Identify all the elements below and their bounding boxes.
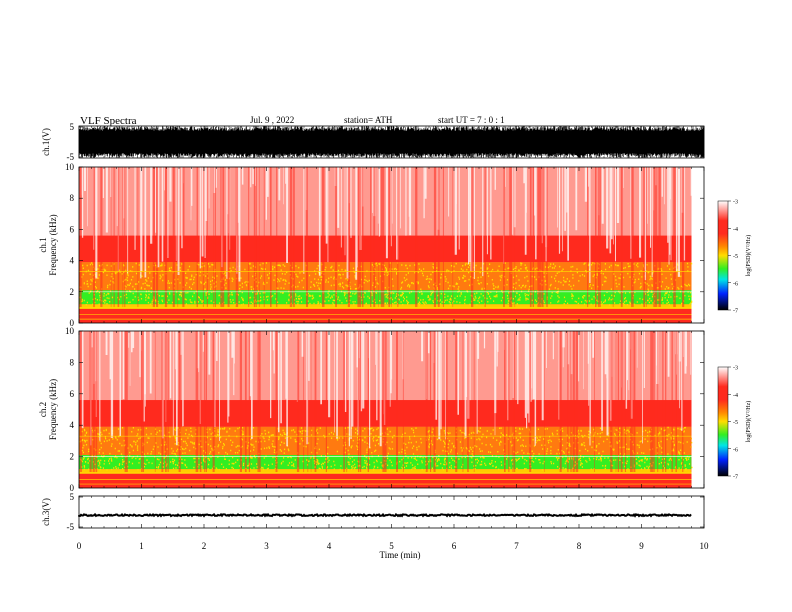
spectrogram-red-streaks [80,331,692,473]
ch1-ytick-label: 5 [70,122,75,132]
spectrogram-ytick-label: 2 [70,452,75,462]
x-tick-label: 5 [389,541,394,551]
spectrogram-ytick-label: 0 [70,318,75,328]
panel-frame [78,495,705,529]
spectrogram-ytick-label: 4 [70,420,75,430]
ch1-waveform-panel: 5 -5 ch.1(V) [41,122,705,162]
ch2-spectrogram-panel: 0 2 4 6 8 10 ch.2 Frequency (kHz) [38,326,705,493]
spectrogram-ytick-label: 8 [70,357,75,367]
spectrogram-ytick-label: 10 [65,162,75,172]
station-label: station= ATH [344,115,393,125]
colorbar-label: log(PSD)(V²/Hz) [745,235,752,276]
colorbar-bar [717,200,729,311]
x-tick-label: 8 [577,541,582,551]
start-time-label: start UT = 7 : 0 : 1 [438,115,505,125]
spectrogram-band [79,473,692,488]
ch1-colorbar: -3 -4 -5 -6 -7 log(PSD)(V²/Hz) [717,200,752,315]
colorbar-tick-label: -3 [733,200,738,206]
ch3-ylabel: ch.3(V) [41,498,51,526]
spectrogram-yellow-speckle [79,426,693,455]
spectrogram-ytick-label: 4 [70,256,75,266]
colorbar-tick-label: -6 [733,447,738,453]
x-tick-label: 0 [77,541,82,551]
ch2-colorbar: -3 -4 -5 -6 -7 log(PSD)(V²/Hz) [717,366,752,481]
spectrogram-ylabel: Frequency (kHz) [48,379,58,440]
spectrogram-red-streaks [79,167,685,308]
ch3-ytick-label: -5 [67,522,75,532]
ch3-ytick-label: 5 [70,492,75,502]
colorbar-tick-label: -6 [733,281,738,287]
spectrogram-band [79,304,692,309]
colorbar-tick-label: -4 [733,227,738,233]
spectrogram-channel-label: ch.1 [38,237,48,252]
spectrogram-ytick-label: 2 [70,287,75,297]
ch3-trace [78,512,692,518]
date-label: Jul. 9 , 2022 [250,115,294,125]
x-axis-label: Time (min) [380,550,421,560]
spectrogram-white-streaks [81,331,692,449]
ch3-waveform-panel: 5 -5 ch.3(V) [41,492,705,532]
spectrogram-channel-label: ch.2 [38,402,48,417]
x-tick-label: 10 [700,541,710,551]
ch1-ylabel: ch.1(V) [41,128,51,156]
x-tick-label: 3 [264,541,269,551]
spectrogram-ylabel: Frequency (kHz) [48,214,58,275]
colorbar-tick-label: -3 [733,366,738,372]
ch1-trace [78,126,705,158]
ch1-ytick-label: -5 [67,152,75,162]
spectrogram-ytick-label: 0 [70,483,75,493]
x-tick-label: 2 [202,541,207,551]
spectrogram-band [79,308,692,323]
colorbar-label: log(PSD)(V²/Hz) [745,401,752,442]
spectrogram-ytick-label: 6 [70,224,75,234]
x-tick-label: 7 [514,541,519,551]
x-tick-label: 4 [327,541,332,551]
ch1-spectrogram-panel: 0 2 4 6 8 10 ch.1 Frequency (kHz) [38,162,705,328]
x-tick-label: 1 [139,541,144,551]
x-tick-label: 6 [452,541,457,551]
colorbar-tick-label: -5 [733,420,738,426]
spectrogram-green-band-speckle [80,455,693,471]
colorbar-tick-label: -5 [733,254,738,260]
colorbar-tick-label: -4 [733,393,738,399]
x-tick-label: 9 [639,541,644,551]
spectrogram-green-band-speckle [79,290,693,306]
figure-title: VLF Spectra [80,115,137,127]
spectrogram-yellow-speckle [79,262,693,291]
spectrogram-white-streaks [81,167,693,283]
colorbar-bar [717,366,729,477]
spectrogram-ytick-label: 10 [65,326,75,336]
colorbar-tick-label: -7 [733,309,738,315]
time-axis: 0 1 2 3 4 5 6 7 8 9 10 [77,541,709,551]
spectrogram-ytick-label: 6 [70,389,75,399]
spectrogram-ytick-label: 8 [70,193,75,203]
colorbar-tick-label: -7 [733,475,738,481]
